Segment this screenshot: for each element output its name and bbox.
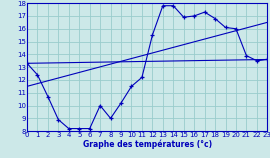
X-axis label: Graphe des températures (°c): Graphe des températures (°c) (83, 139, 212, 149)
